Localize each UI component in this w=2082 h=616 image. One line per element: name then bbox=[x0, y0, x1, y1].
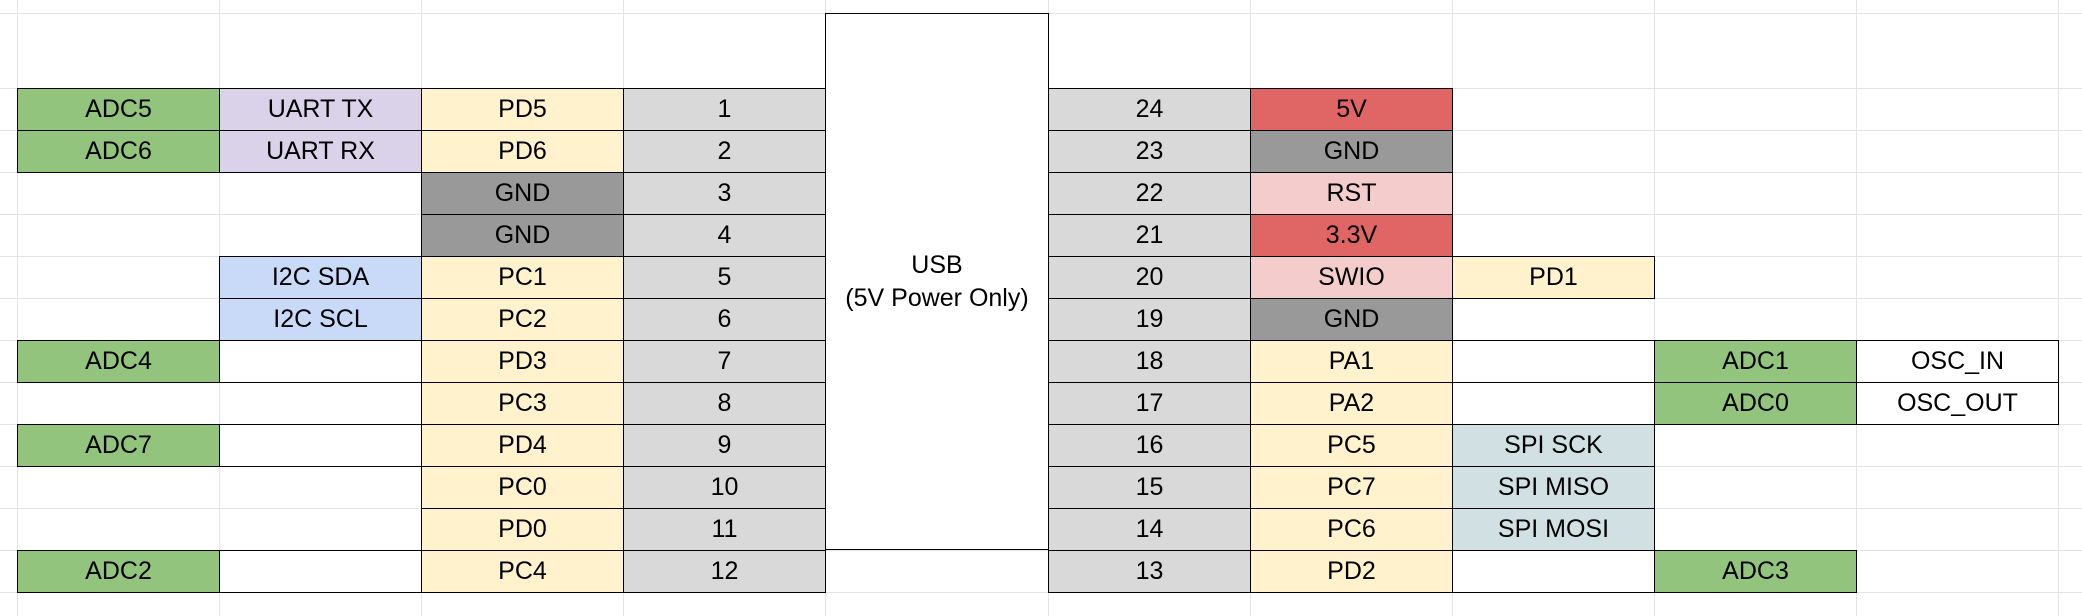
pin-cell-pin-number: 4 bbox=[623, 214, 826, 257]
grid-column-line bbox=[2058, 0, 2059, 616]
pin-cell-pin-number: 2 bbox=[623, 130, 826, 173]
pin-cell-adc: ADC2 bbox=[17, 550, 220, 593]
pin-cell-pin-number: 9 bbox=[623, 424, 826, 467]
usb-power-note: (5V Power Only) bbox=[845, 283, 1029, 312]
pin-cell-pin-number: 13 bbox=[1048, 550, 1251, 593]
pin-cell-gnd: GND bbox=[421, 214, 624, 257]
pin-cell-pin-number: 23 bbox=[1048, 130, 1251, 173]
pin-cell-pin-number: 6 bbox=[623, 298, 826, 341]
pin-cell-adc: ADC4 bbox=[17, 340, 220, 383]
pin-cell-port: PC2 bbox=[421, 298, 624, 341]
pin-cell-adc: ADC1 bbox=[1654, 340, 1857, 383]
pin-cell-adc: ADC6 bbox=[17, 130, 220, 173]
pin-cell-port: PC5 bbox=[1250, 424, 1453, 467]
pin-cell-adc: ADC7 bbox=[17, 424, 220, 467]
pin-cell-blank bbox=[1452, 550, 1655, 593]
pin-cell-control: RST bbox=[1250, 172, 1453, 215]
pin-cell-port: PC3 bbox=[421, 382, 624, 425]
pin-cell-port: PC4 bbox=[421, 550, 624, 593]
pin-cell-port: PD5 bbox=[421, 88, 624, 131]
pin-cell-port: PD0 bbox=[421, 508, 624, 551]
pin-cell-port: PD3 bbox=[421, 340, 624, 383]
pin-cell-port: PA1 bbox=[1250, 340, 1453, 383]
pin-cell-blank: OSC_OUT bbox=[1856, 382, 2059, 425]
pin-cell-i2c: I2C SCL bbox=[219, 298, 422, 341]
pin-cell-spi: SPI MOSI bbox=[1452, 508, 1655, 551]
pin-cell-pin-number: 22 bbox=[1048, 172, 1251, 215]
pin-cell-pin-number: 14 bbox=[1048, 508, 1251, 551]
usb-connector-cell: USB (5V Power Only) bbox=[825, 13, 1049, 550]
pin-cell-adc: ADC5 bbox=[17, 88, 220, 131]
pin-cell-port: PC1 bbox=[421, 256, 624, 299]
pin-cell-uart: UART RX bbox=[219, 130, 422, 173]
pin-cell-port: PC6 bbox=[1250, 508, 1453, 551]
pin-cell-pin-number: 15 bbox=[1048, 466, 1251, 509]
pin-cell-pin-number: 16 bbox=[1048, 424, 1251, 467]
pin-cell-adc: ADC0 bbox=[1654, 382, 1857, 425]
pin-cell-port: PD2 bbox=[1250, 550, 1453, 593]
pin-cell-power: 3.3V bbox=[1250, 214, 1453, 257]
pin-cell-gnd: GND bbox=[421, 172, 624, 215]
pin-cell-control: SWIO bbox=[1250, 256, 1453, 299]
grid-row-line bbox=[0, 592, 2082, 593]
pin-cell-blank bbox=[219, 340, 422, 383]
pin-cell-pin-number: 21 bbox=[1048, 214, 1251, 257]
grid-column-line bbox=[17, 0, 18, 616]
pin-cell-pin-number: 3 bbox=[623, 172, 826, 215]
pin-cell-spi: SPI MISO bbox=[1452, 466, 1655, 509]
pin-cell-port: PA2 bbox=[1250, 382, 1453, 425]
pin-cell-port: PD1 bbox=[1452, 256, 1655, 299]
pin-cell-power: 5V bbox=[1250, 88, 1453, 131]
pin-cell-blank bbox=[1452, 382, 1655, 425]
pin-cell-port: PD4 bbox=[421, 424, 624, 467]
pin-cell-gnd: GND bbox=[1250, 130, 1453, 173]
pin-cell-port: PD6 bbox=[421, 130, 624, 173]
grid-column-line bbox=[1654, 0, 1655, 616]
pin-cell-pin-number: 5 bbox=[623, 256, 826, 299]
pin-cell-blank bbox=[219, 424, 422, 467]
pin-cell-pin-number: 10 bbox=[623, 466, 826, 509]
pin-cell-blank bbox=[219, 550, 422, 593]
grid-row-line bbox=[0, 550, 2082, 551]
pin-cell-port: PC0 bbox=[421, 466, 624, 509]
pin-cell-pin-number: 1 bbox=[623, 88, 826, 131]
grid-column-line bbox=[1856, 0, 1857, 616]
pin-cell-pin-number: 12 bbox=[623, 550, 826, 593]
pin-cell-pin-number: 11 bbox=[623, 508, 826, 551]
pin-cell-pin-number: 19 bbox=[1048, 298, 1251, 341]
pin-cell-pin-number: 18 bbox=[1048, 340, 1251, 383]
pin-cell-pin-number: 7 bbox=[623, 340, 826, 383]
pin-cell-spi: SPI SCK bbox=[1452, 424, 1655, 467]
pin-cell-pin-number: 17 bbox=[1048, 382, 1251, 425]
pin-cell-uart: UART TX bbox=[219, 88, 422, 131]
pin-cell-pin-number: 24 bbox=[1048, 88, 1251, 131]
pin-cell-i2c: I2C SDA bbox=[219, 256, 422, 299]
pin-cell-port: PC7 bbox=[1250, 466, 1453, 509]
pin-cell-gnd: GND bbox=[1250, 298, 1453, 341]
usb-label: USB bbox=[911, 250, 963, 279]
pin-cell-blank bbox=[1452, 340, 1655, 383]
pin-cell-adc: ADC3 bbox=[1654, 550, 1857, 593]
pin-cell-blank: OSC_IN bbox=[1856, 340, 2059, 383]
pin-cell-pin-number: 20 bbox=[1048, 256, 1251, 299]
pin-cell-pin-number: 8 bbox=[623, 382, 826, 425]
